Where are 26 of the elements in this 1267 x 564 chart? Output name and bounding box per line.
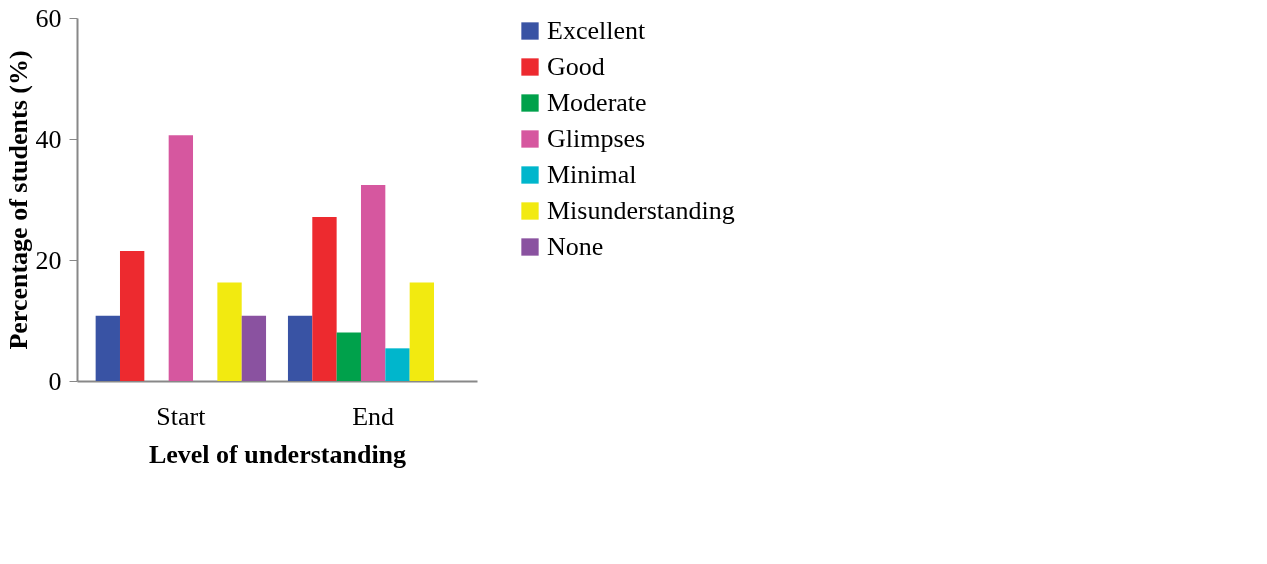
y-tick-label: 20 — [35, 245, 62, 275]
bar — [241, 315, 267, 381]
y-axis-title: Percentage of students (%) — [3, 50, 33, 350]
bar — [409, 282, 435, 381]
bar — [287, 315, 313, 381]
bar — [385, 348, 410, 381]
y-tick-label: 0 — [48, 366, 62, 396]
legend-label: Excellent — [547, 16, 646, 45]
legend-label: Misunderstanding — [547, 196, 735, 225]
bar — [119, 250, 145, 381]
x-axis-title: Level of understanding — [148, 439, 407, 469]
legend-label: Moderate — [547, 88, 647, 117]
bar — [312, 217, 337, 381]
bar — [217, 282, 242, 381]
y-tick-label: 40 — [35, 124, 62, 154]
bar — [168, 135, 194, 381]
bar — [95, 315, 120, 381]
bar — [336, 332, 361, 381]
legend-label: Glimpses — [547, 124, 646, 153]
y-tick-label: 60 — [35, 3, 62, 33]
legend-label: None — [547, 232, 604, 261]
x-tick-label: Start — [156, 401, 207, 431]
x-tick-label: End — [352, 401, 395, 431]
legend-label: Good — [547, 52, 605, 81]
bar — [360, 184, 386, 381]
legend-label: Minimal — [547, 160, 637, 189]
